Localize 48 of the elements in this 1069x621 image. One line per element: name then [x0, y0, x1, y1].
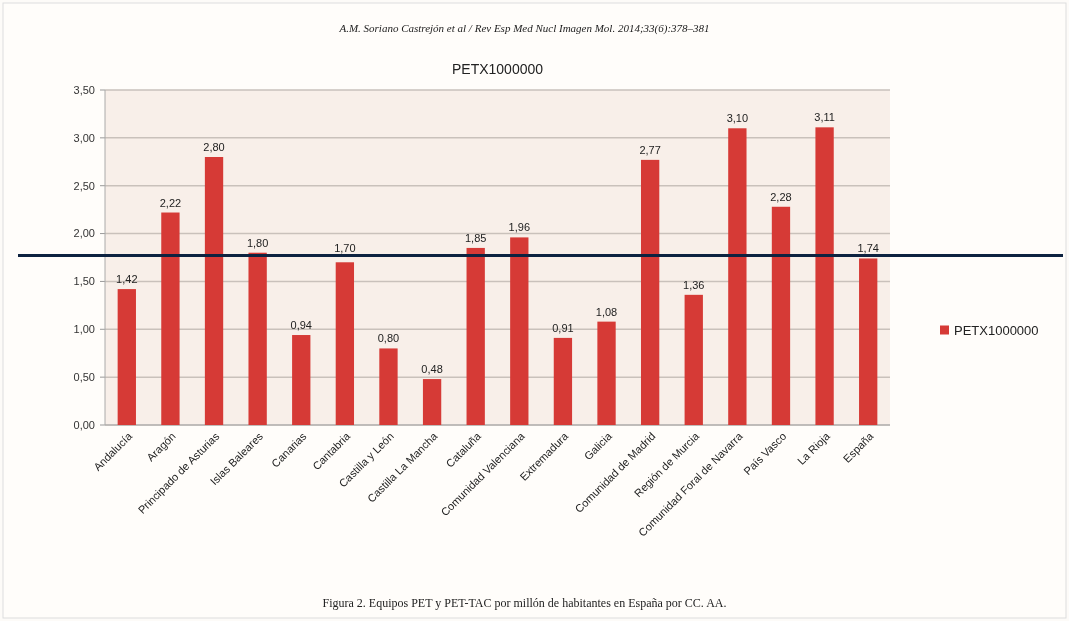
y-tick-label: 1,50 — [73, 275, 95, 288]
bar — [161, 212, 180, 425]
bar — [466, 247, 485, 425]
data-label: 1,42 — [116, 273, 138, 286]
bar — [597, 321, 616, 425]
text: Figura 2. Equipos PET y PET-TAC por millón de habitantes en España por CC. AA. — [322, 596, 727, 610]
bar — [335, 262, 355, 425]
bar — [422, 379, 442, 425]
y-tick-label: 2,00 — [73, 227, 95, 240]
bar — [248, 252, 267, 425]
y-tick-label: 3,50 — [73, 83, 95, 96]
chart-title: PETX1000000 — [451, 61, 544, 77]
data-label: 1,85 — [464, 231, 487, 244]
bar — [684, 294, 703, 425]
y-tick-label: 1,00 — [73, 323, 95, 336]
bar — [379, 348, 398, 425]
data-label: 1,80 — [246, 236, 269, 249]
data-label: 2,77 — [639, 143, 661, 156]
data-label: 2,80 — [203, 141, 225, 153]
bar — [771, 206, 791, 425]
data-label: 1,70 — [334, 241, 356, 254]
data-label: 3,10 — [726, 112, 749, 125]
data-label: 0,94 — [290, 319, 312, 332]
bar — [292, 335, 311, 425]
bar — [510, 237, 529, 425]
data-label: 0,80 — [377, 332, 400, 345]
data-label: 0,48 — [421, 363, 443, 376]
text: A.M. Soriano Castrejón et al / Rev Esp Med Nucl Imagen Mol. 2014;33(6):378–381 — [338, 22, 710, 35]
bar — [728, 128, 747, 425]
legend-label: PETX1000000 — [954, 323, 1039, 339]
bar — [859, 258, 878, 425]
data-label: 3,11 — [814, 111, 835, 124]
data-label: 1,36 — [683, 278, 705, 291]
data-label: 1,74 — [857, 242, 879, 255]
data-label: 2,22 — [159, 196, 182, 209]
data-label: 1,08 — [595, 305, 618, 318]
y-tick-label: 0,00 — [73, 418, 95, 431]
bar — [204, 157, 224, 425]
y-tick-label: 2,50 — [73, 179, 95, 192]
bar — [815, 127, 834, 425]
y-tick-label: 0,50 — [73, 370, 95, 383]
data-label: 1,96 — [508, 221, 531, 234]
y-tick-label: 3,00 — [73, 131, 95, 144]
data-label: 2,28 — [770, 190, 792, 203]
bar — [553, 337, 573, 425]
bar — [117, 289, 136, 425]
bar — [640, 159, 660, 425]
data-label: 0,91 — [552, 321, 574, 334]
